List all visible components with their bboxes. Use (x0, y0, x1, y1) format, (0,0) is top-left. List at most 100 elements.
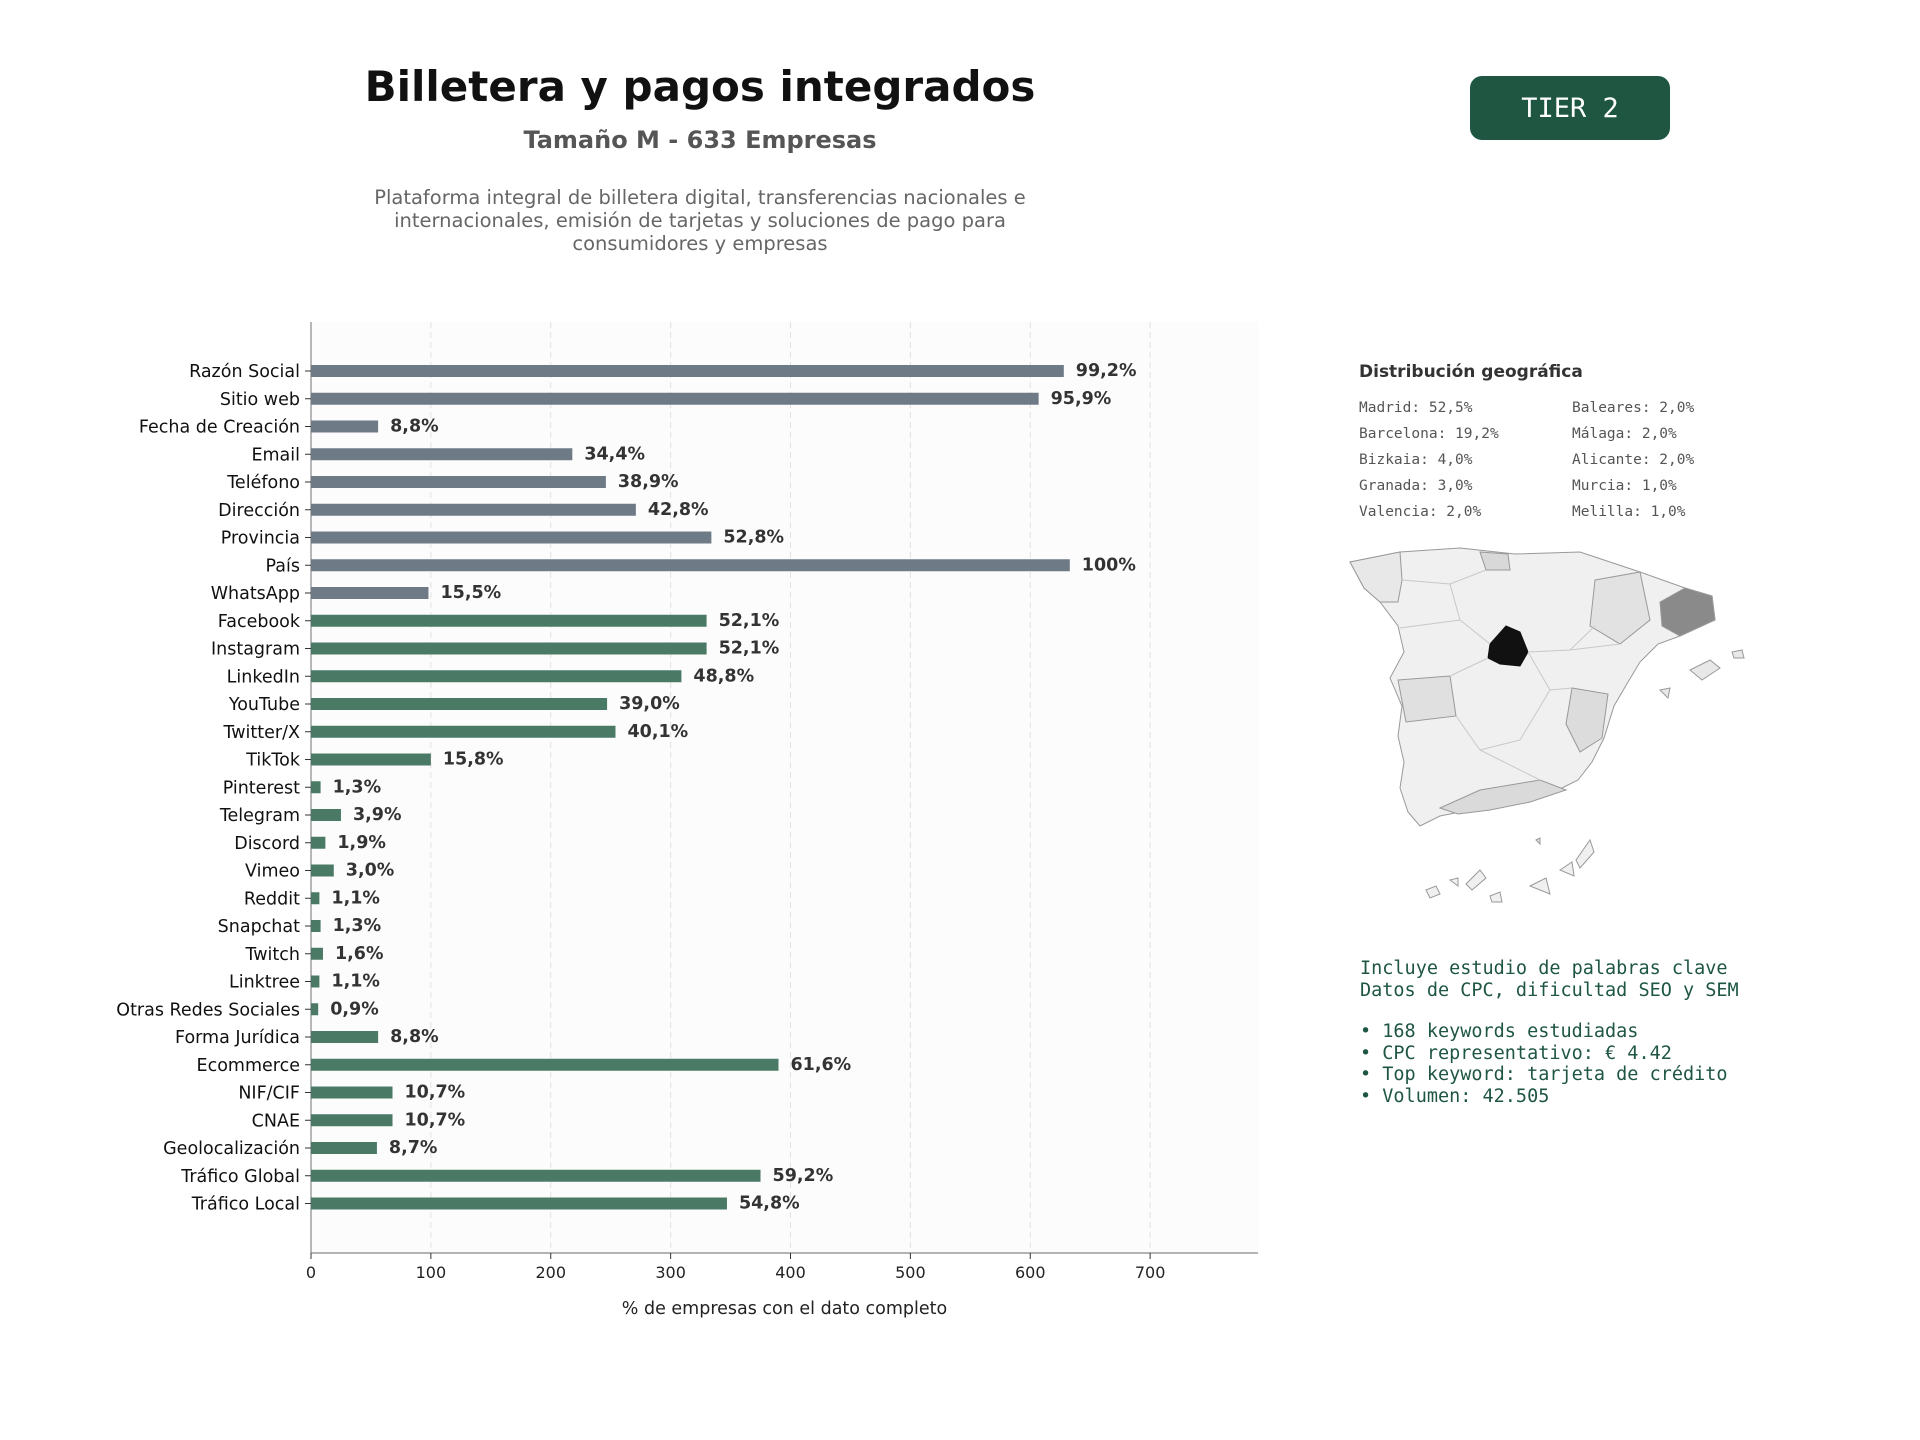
y-tick-label: Fecha de Creación (139, 418, 300, 438)
bar (311, 587, 429, 599)
y-tick-label: CNAE (252, 1111, 300, 1131)
y-tick-label: NIF/CIF (238, 1084, 300, 1104)
bar (311, 1031, 379, 1043)
page-title: Billetera y pagos integrados (364, 62, 1036, 111)
y-tick-label: Sitio web (220, 390, 300, 410)
bar (311, 1058, 779, 1071)
y-tick-label: Snapchat (218, 917, 300, 937)
geo-item-barcelona: Barcelona: 19,2% (1359, 426, 1499, 442)
y-tick-label: YouTube (228, 695, 300, 715)
geo-item-madrid: Madrid: 52,5% (1359, 400, 1473, 416)
x-tick-label: 500 (895, 1263, 926, 1282)
data-label: 42,8% (648, 500, 709, 520)
y-tick-label: Facebook (218, 612, 301, 632)
data-label: 3,0% (346, 861, 395, 881)
data-label: 40,1% (627, 722, 688, 742)
bar (311, 670, 682, 683)
y-tick-label: Otras Redes Sociales (116, 1000, 300, 1020)
region-andalucia-south (1438, 779, 1568, 815)
bar (311, 448, 573, 461)
data-label: 15,8% (443, 750, 504, 770)
page-description: Plataforma integral de billetera digital… (374, 186, 1026, 255)
bar (311, 476, 606, 488)
geo-item-baleares: Baleares: 2,0% (1572, 400, 1695, 416)
data-label: 15,5% (440, 583, 501, 603)
y-tick-label: Email (251, 445, 300, 465)
tier-badge: TIER 2 (1470, 76, 1670, 140)
bar (311, 531, 712, 544)
data-label: 99,2% (1076, 361, 1137, 381)
region-valencia (1565, 687, 1609, 753)
x-tick-label: 700 (1135, 1263, 1166, 1282)
data-label: 59,2% (773, 1166, 834, 1186)
geo-item-alicante: Alicante: 2,0% (1572, 452, 1695, 468)
y-tick-label: TikTok (245, 751, 301, 771)
bar (311, 1197, 727, 1210)
x-tick-label: 0 (306, 1263, 316, 1282)
geo-item-bizkaia: Bizkaia: 4,0% (1359, 452, 1473, 468)
y-tick-label: WhatsApp (211, 584, 300, 604)
y-tick-label: Instagram (211, 640, 300, 660)
bar (311, 614, 707, 627)
x-axis-label: % de empresas con el dato completo (622, 1299, 947, 1319)
y-tick-label: Geolocalización (163, 1139, 300, 1159)
region-extremadura (1397, 675, 1457, 723)
data-label: 0,9% (330, 999, 379, 1019)
bar (311, 781, 321, 794)
bar (311, 642, 707, 655)
bar (311, 698, 608, 710)
keywords-bullet: • Volumen: 42.505 (1360, 1085, 1550, 1107)
region-madrid (1487, 625, 1529, 667)
bar (311, 420, 379, 433)
region-lines (1399, 569, 1621, 781)
y-tick-label: Telegram (219, 806, 300, 826)
bar (311, 559, 1070, 572)
geo-item-granada: Granada: 3,0% (1359, 478, 1473, 494)
bar (311, 1086, 393, 1099)
y-tick-label: Dirección (218, 501, 300, 521)
data-label: 52,1% (719, 639, 780, 659)
bar (311, 1114, 393, 1127)
y-tick-label: Twitch (244, 945, 300, 965)
keywords-intro-line-1: Incluye estudio de palabras clave (1360, 958, 1728, 979)
bar (311, 1169, 761, 1182)
bar (311, 864, 334, 877)
y-tick-label: Reddit (244, 889, 300, 909)
data-label: 1,3% (333, 777, 382, 797)
bar (311, 892, 320, 905)
region-melilla (1535, 837, 1541, 846)
geo-item-melilla: Melilla: 1,0% (1572, 504, 1686, 520)
y-tick-label: Ecommerce (197, 1056, 300, 1076)
y-tick-label: Teléfono (226, 473, 300, 493)
y-tick-label: Vimeo (245, 862, 300, 882)
data-label: 38,9% (618, 472, 679, 492)
data-label: 1,1% (331, 888, 380, 908)
data-label: 10,7% (405, 1110, 466, 1130)
x-tick-label: 100 (416, 1263, 447, 1282)
spain-map (1349, 547, 1745, 903)
bar (311, 725, 616, 738)
completeness-bar-chart: 0 100 200 300 400 500 600 700 % de empresas con … (116, 322, 1258, 1319)
data-label: 10,7% (405, 1083, 466, 1103)
bar (311, 920, 321, 932)
data-label: 1,9% (337, 833, 386, 853)
bar (311, 1003, 319, 1016)
region-bizkaia (1479, 551, 1511, 571)
data-label: 52,1% (719, 611, 780, 631)
data-label: 61,6% (791, 1055, 852, 1075)
data-label: 39,0% (619, 694, 680, 714)
bar (311, 809, 341, 821)
data-label: 1,1% (331, 972, 380, 992)
y-tick-label: Tráfico Local (191, 1195, 300, 1215)
data-label: 54,8% (739, 1194, 800, 1214)
region-baleares (1658, 649, 1745, 700)
data-label: 100% (1082, 555, 1136, 575)
y-tick-label: Twitter/X (222, 723, 300, 743)
page-subtitle: Tamaño M - 633 Empresas (523, 126, 877, 154)
y-tick-label: Razón Social (189, 362, 300, 382)
data-label: 8,7% (389, 1138, 438, 1158)
data-label: 95,9% (1051, 389, 1112, 409)
region-canarias (1425, 838, 1595, 903)
region-galicia (1349, 551, 1403, 603)
x-tick-label: 300 (655, 1263, 686, 1282)
